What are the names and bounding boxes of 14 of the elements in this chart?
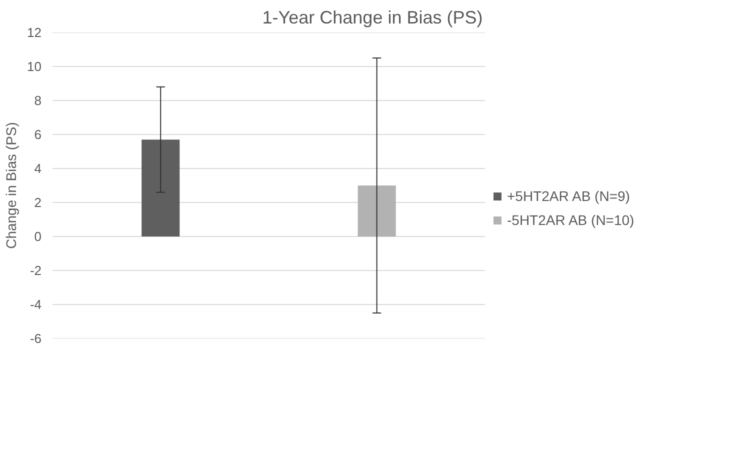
chart-title: 1-Year Change in Bias (PS) bbox=[262, 8, 483, 28]
y-tick-label: -6 bbox=[30, 331, 42, 346]
legend-label: -5HT2AR AB (N=10) bbox=[507, 212, 634, 228]
y-tick-label: -2 bbox=[30, 263, 42, 278]
y-axis-title: Change in Bias (PS) bbox=[3, 122, 20, 249]
y-tick-label: 6 bbox=[34, 127, 42, 142]
y-tick-label: -4 bbox=[30, 297, 42, 312]
legend-label: +5HT2AR AB (N=9) bbox=[507, 188, 630, 204]
y-tick-label: 12 bbox=[27, 25, 42, 40]
y-tick-label: 8 bbox=[34, 93, 42, 108]
y-tick-label: 2 bbox=[34, 195, 42, 210]
y-tick-label: 4 bbox=[34, 161, 42, 176]
y-tick-label: 10 bbox=[27, 59, 42, 74]
y-tick-label: 0 bbox=[34, 229, 42, 244]
